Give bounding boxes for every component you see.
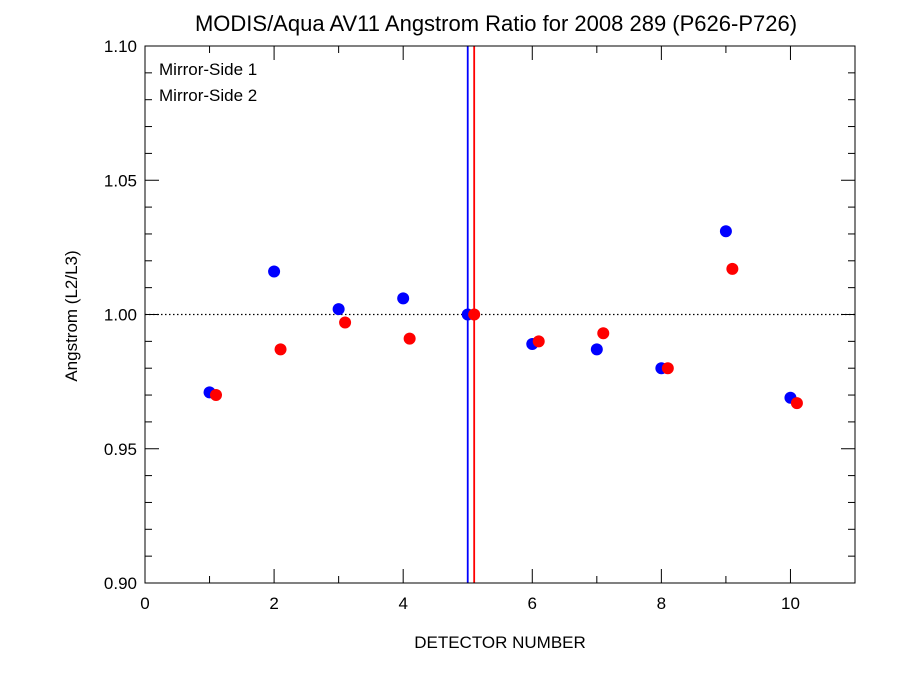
y-tick-label: 1.00 — [104, 306, 137, 325]
data-point-mirror-side-2 — [790, 397, 803, 410]
x-tick-label: 8 — [657, 594, 666, 613]
plot-frame — [144, 45, 856, 584]
data-point-mirror-side-2 — [597, 327, 610, 340]
x-axis-label: DETECTOR NUMBER — [414, 633, 586, 652]
y-axis-label: Angstrom (L2/L3) — [62, 250, 81, 381]
y-tick-label: 0.90 — [104, 574, 137, 593]
data-point-mirror-side-2 — [468, 308, 481, 321]
y-tick-label: 1.05 — [104, 171, 137, 190]
data-point-mirror-side-2 — [339, 316, 352, 329]
legend-entry-mirror-side-1: Mirror-Side 1 — [159, 60, 257, 79]
legend-entry-mirror-side-2: Mirror-Side 2 — [159, 86, 257, 105]
chart-title: MODIS/Aqua AV11 Angstrom Ratio for 2008 … — [195, 11, 797, 36]
x-tick-label: 6 — [528, 594, 537, 613]
data-point-mirror-side-2 — [210, 389, 222, 402]
data-point-mirror-side-2 — [403, 332, 416, 345]
data-point-mirror-side-1 — [397, 292, 410, 305]
data-point-mirror-side-1 — [719, 225, 732, 238]
data-point-mirror-side-2 — [661, 362, 674, 375]
data-point-mirror-side-1 — [268, 265, 281, 278]
data-points — [203, 225, 803, 410]
y-tick-label: 0.95 — [104, 440, 137, 459]
data-point-mirror-side-2 — [274, 343, 287, 356]
data-point-mirror-side-1 — [590, 343, 603, 356]
data-point-mirror-side-1 — [332, 303, 345, 316]
x-tick-label: 2 — [269, 594, 278, 613]
data-point-mirror-side-2 — [532, 335, 545, 348]
x-tick-label: 10 — [781, 594, 800, 613]
y-tick-label: 1.10 — [104, 37, 137, 56]
axis-tick-labels: 0 2 4 6 8 10 0.90 0.95 1.00 1.05 1.10 — [104, 37, 800, 613]
legend: Mirror-Side 1 Mirror-Side 2 — [159, 60, 257, 105]
x-tick-label: 4 — [398, 594, 407, 613]
data-point-mirror-side-2 — [726, 262, 739, 275]
x-tick-label: 0 — [140, 594, 149, 613]
